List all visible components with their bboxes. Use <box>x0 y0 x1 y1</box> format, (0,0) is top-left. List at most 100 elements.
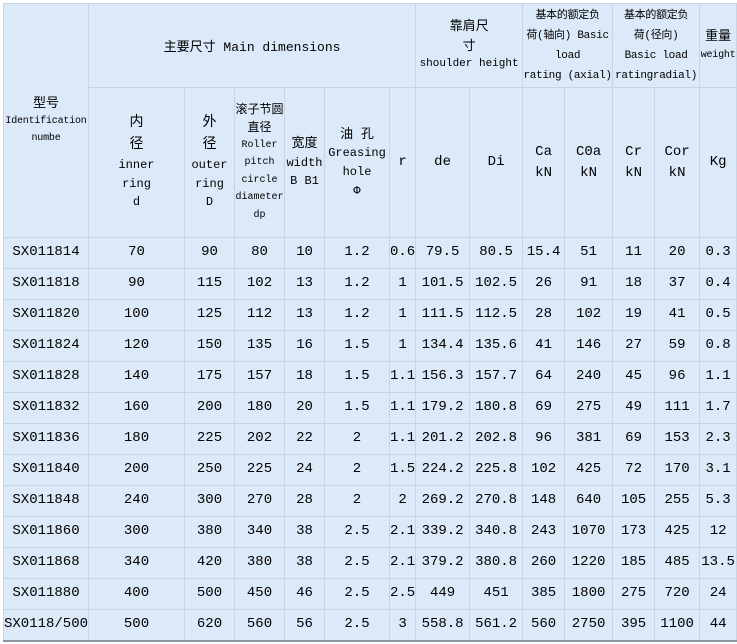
table-header: 型号 Identification numbe 主要尺寸 Main dimens… <box>3 3 737 238</box>
table-row: SX011836 180 225 202 22 2 1.1 201.2 202.8 96 381 69… <box>3 423 737 455</box>
table-row: SX011832 160 200 180 20 1.5 1.1 179.2 180.8 69 275… <box>3 392 737 424</box>
value-cell: 385 <box>522 578 566 610</box>
shoulder-label-cn: 靠肩尺 寸 <box>449 19 489 54</box>
shoulder-label-en: shoulder height <box>419 58 519 71</box>
value-cell: 150 <box>184 330 235 362</box>
value-cell: 2.5 <box>388 578 417 610</box>
value-cell: 90 <box>88 268 185 300</box>
value-cell: 560 <box>234 609 285 641</box>
value-cell: 240 <box>88 485 185 517</box>
model-cell: SX011814 <box>3 237 89 269</box>
greasing-hole-label-cn: 油 孔 <box>340 126 374 142</box>
value-cell: 560 <box>522 609 566 641</box>
col-header-outer-ring: 外 径 outer ring D <box>184 87 235 238</box>
value-cell: 16 <box>284 330 325 362</box>
value-cell: 180.8 <box>469 392 524 424</box>
value-cell: 269.2 <box>415 485 471 517</box>
value-cell: 1070 <box>564 516 614 548</box>
value-cell: 157 <box>234 361 285 393</box>
value-cell: 134.4 <box>415 330 471 362</box>
value-cell: 135 <box>234 330 285 362</box>
col-header-width: 宽度 width B B1 <box>284 87 325 238</box>
value-cell: 46 <box>284 578 325 610</box>
value-cell: 3.1 <box>699 454 737 486</box>
value-cell: 28 <box>522 299 566 331</box>
roller-pitch-label-en: Roller pitch circle diameter dp <box>235 139 284 221</box>
value-cell: 450 <box>234 578 285 610</box>
value-cell: 28 <box>284 485 325 517</box>
value-cell: 275 <box>612 578 656 610</box>
table-row: SX011868 340 420 380 38 2.5 2.1 379.2 380.8 260 12… <box>3 547 737 579</box>
outer-ring-label-en: outer ring D <box>191 158 228 210</box>
table-row: SX011860 300 380 340 38 2.5 2.1 339.2 340.8 243 10… <box>3 516 737 548</box>
col-header-c0a-kn: C0a kN <box>564 87 614 238</box>
value-cell: 49 <box>612 392 656 424</box>
value-cell: 160 <box>88 392 185 424</box>
model-cell: SX011836 <box>3 423 89 455</box>
value-cell: 64 <box>522 361 566 393</box>
value-cell: 80.5 <box>469 237 524 269</box>
value-cell: 225 <box>184 423 235 455</box>
value-cell: 56 <box>284 609 325 641</box>
value-cell: 22 <box>284 423 325 455</box>
value-cell: 275 <box>564 392 614 424</box>
value-cell: 0.6 <box>388 237 417 269</box>
value-cell: 250 <box>184 454 235 486</box>
value-cell: 340 <box>88 547 185 579</box>
value-cell: 70 <box>88 237 185 269</box>
value-cell: 200 <box>88 454 185 486</box>
col-header-cr-kn: Cr kN <box>612 87 656 238</box>
value-cell: 2.1 <box>388 516 417 548</box>
value-cell: 19 <box>612 299 656 331</box>
value-cell: 225.8 <box>469 454 524 486</box>
value-cell: 5.3 <box>699 485 737 517</box>
outer-ring-label-cn: 外 径 <box>202 114 217 153</box>
table-row: SX011818 90 115 102 13 1.2 1 101.5 102.5 26 91 18 37… <box>3 268 737 300</box>
value-cell: 720 <box>654 578 701 610</box>
value-cell: 102.5 <box>469 268 524 300</box>
value-cell: 1.5 <box>324 330 390 362</box>
model-cell: SX011820 <box>3 299 89 331</box>
value-cell: 20 <box>654 237 701 269</box>
col-header-cor-kn: Cor kN <box>654 87 701 238</box>
value-cell: 1220 <box>564 547 614 579</box>
col-header-kg: Kg <box>699 87 737 238</box>
value-cell: 381 <box>564 423 614 455</box>
value-cell: 201.2 <box>415 423 471 455</box>
value-cell: 1.5 <box>324 392 390 424</box>
value-cell: 2.1 <box>388 547 417 579</box>
value-cell: 380 <box>184 516 235 548</box>
value-cell: 449 <box>415 578 471 610</box>
value-cell: 224.2 <box>415 454 471 486</box>
table-row: SX011848 240 300 270 28 2 2 269.2 270.8 148 640 105… <box>3 485 737 517</box>
value-cell: 561.2 <box>469 609 524 641</box>
value-cell: 500 <box>184 578 235 610</box>
value-cell: 243 <box>522 516 566 548</box>
table-row: SX0118/500 500 620 560 56 2.5 3 558.8 561.2 560 27… <box>3 609 737 641</box>
value-cell: 339.2 <box>415 516 471 548</box>
value-cell: 185 <box>612 547 656 579</box>
value-cell: 148 <box>522 485 566 517</box>
value-cell: 51 <box>564 237 614 269</box>
value-cell: 112 <box>234 299 285 331</box>
model-cell: SX011824 <box>3 330 89 362</box>
value-cell: 24 <box>699 578 737 610</box>
value-cell: 44 <box>699 609 737 641</box>
value-cell: 500 <box>88 609 185 641</box>
value-cell: 111 <box>654 392 701 424</box>
value-cell: 105 <box>612 485 656 517</box>
value-cell: 140 <box>88 361 185 393</box>
value-cell: 91 <box>564 268 614 300</box>
value-cell: 395 <box>612 609 656 641</box>
value-cell: 2.5 <box>324 516 390 548</box>
col-header-weight: 重量 weight <box>699 3 737 88</box>
value-cell: 41 <box>654 299 701 331</box>
table-row: SX011828 140 175 157 18 1.5 1.1 156.3 157.7 64 240… <box>3 361 737 393</box>
col-group-shoulder-height: 靠肩尺 寸 shoulder height <box>415 3 524 88</box>
value-cell: 45 <box>612 361 656 393</box>
col-header-ca-kn: Ca kN <box>522 87 566 238</box>
value-cell: 69 <box>522 392 566 424</box>
col-header-di: Di <box>469 87 524 238</box>
value-cell: 27 <box>612 330 656 362</box>
col-header-inner-ring: 内 径 inner ring d <box>88 87 185 238</box>
